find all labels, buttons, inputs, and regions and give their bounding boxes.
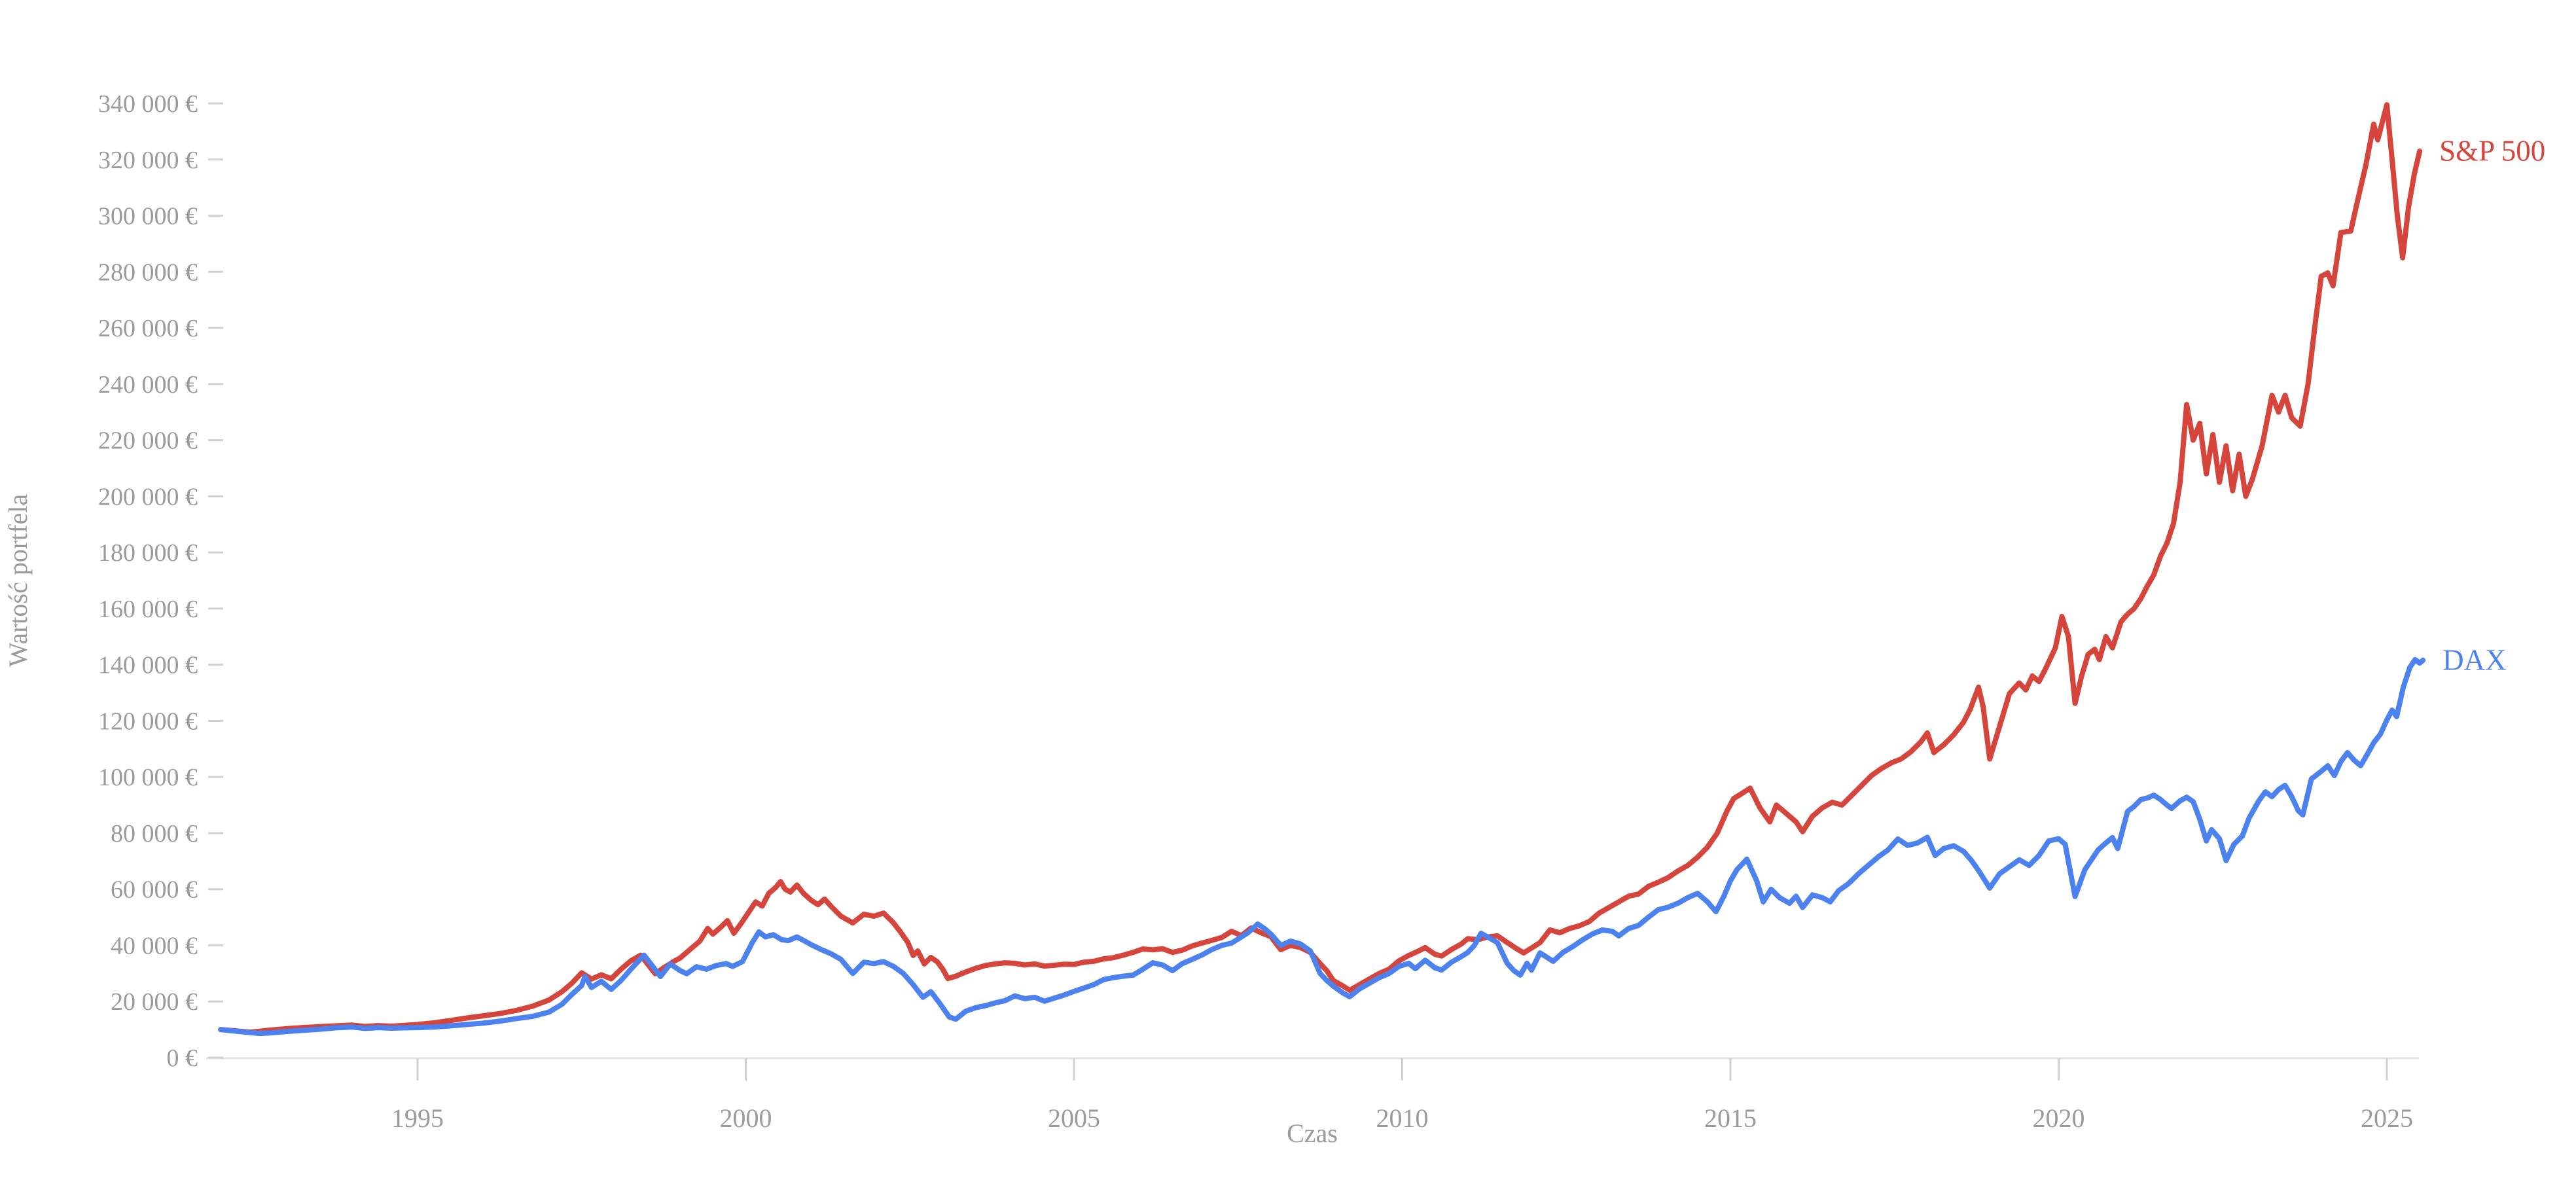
y-tick-label: 120 000 € [98,707,198,735]
y-tick-label: 260 000 € [98,315,198,342]
y-tick-label: 160 000 € [98,596,198,623]
y-tick-label: 280 000 € [98,259,198,286]
x-tick-label: 1995 [391,1103,444,1133]
y-tick-label: 340 000 € [98,90,198,118]
x-axis-title: Czas [1287,1118,1338,1148]
y-tick-label: 240 000 € [98,371,198,399]
series-line-dax [218,656,2426,1037]
y-tick-label: 300 000 € [98,203,198,230]
y-tick-label: 20 000 € [111,988,198,1016]
y-axis-title: Wartość portfela [3,493,33,668]
y-tick-label: 320 000 € [98,147,198,174]
x-tick-label: 2005 [1048,1103,1100,1133]
y-tick-label: 180 000 € [98,539,198,567]
x-tick-label: 2010 [1376,1103,1429,1133]
y-tick-label: 200 000 € [98,483,198,510]
series-label-dax: DAX [2442,643,2507,677]
y-tick-label: 40 000 € [111,932,198,959]
x-tick-label: 2015 [1704,1103,1757,1133]
y-tick-label: 220 000 € [98,427,198,455]
y-tick-label: 100 000 € [98,764,198,791]
x-tick-label: 2025 [2361,1103,2413,1133]
y-tick-label: 80 000 € [111,820,198,848]
y-tick-label: 140 000 € [98,652,198,679]
x-tick-label: 2020 [2033,1103,2085,1133]
y-tick-label: 60 000 € [111,876,198,904]
x-tick-label: 2000 [720,1103,772,1133]
series-line-sp500 [218,102,2423,1035]
y-tick-label: 0 € [167,1045,198,1072]
series-label-sp500: S&P 500 [2439,134,2546,168]
